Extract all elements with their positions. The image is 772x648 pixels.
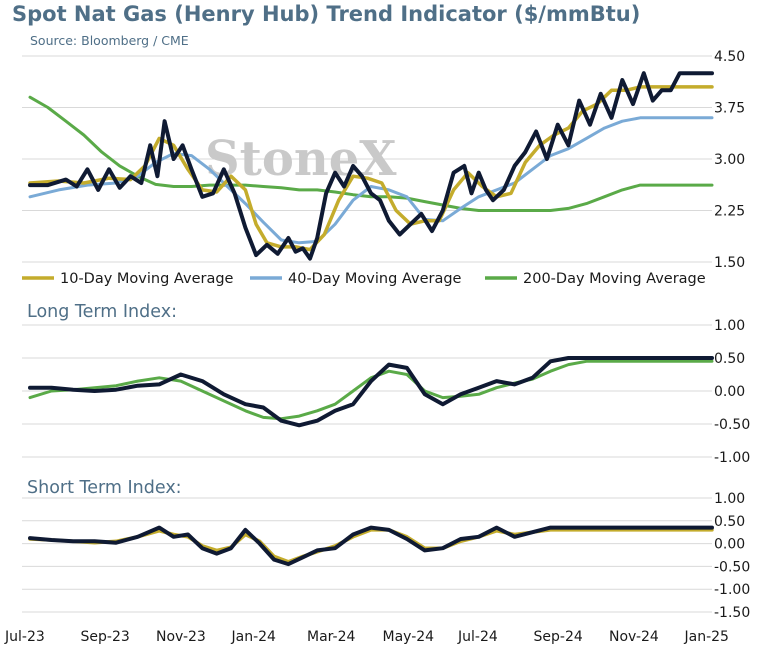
y-tick-label: 0.50 xyxy=(714,514,745,530)
y-tick-label: 3.75 xyxy=(714,101,745,117)
y-tick-label: 4.50 xyxy=(714,49,745,65)
y-tick-label: -1.00 xyxy=(714,450,750,466)
y-tick-label: -0.50 xyxy=(714,417,750,433)
y-tick-label: 1.00 xyxy=(714,491,745,507)
panel-title: Short Term Index: xyxy=(27,478,182,498)
legend: 10-Day Moving Average 40-Day Moving Avera… xyxy=(22,271,706,287)
x-tick-label: Sep-23 xyxy=(81,629,130,645)
grid-layer xyxy=(22,55,712,613)
series-line-short-term-index xyxy=(28,525,714,567)
y-tick-label: 0.00 xyxy=(714,384,745,400)
y-tick-label: -0.50 xyxy=(714,559,750,575)
legend-item-label: 40-Day Moving Average xyxy=(288,271,462,287)
y-tick-label: 0.00 xyxy=(714,537,745,553)
x-tick-label: Nov-23 xyxy=(156,629,206,645)
y-tick-label: 1.50 xyxy=(714,255,745,271)
x-tick-label: Nov-24 xyxy=(609,629,659,645)
legend-item-label: 200-Day Moving Average xyxy=(523,271,706,287)
series-line-short-term-index-smoothed- xyxy=(28,528,714,564)
series-layer xyxy=(28,71,714,567)
axis-layer: 1.50 2.25 3.00 3.75 4.50 1.00 0.50 0.00 -0.50 -1.… xyxy=(27,49,750,621)
series-line-long-term-index-smoothed- xyxy=(28,359,714,421)
y-tick-label: 3.00 xyxy=(714,152,745,168)
chart-source: Source: Bloomberg / CME xyxy=(30,33,189,48)
series-line-long-term-index xyxy=(28,356,714,428)
y-tick-label: -1.50 xyxy=(714,605,750,621)
y-tick-label: 1.00 xyxy=(714,318,745,334)
y-tick-label: 2.25 xyxy=(714,204,745,220)
x-tick-label: Jan-24 xyxy=(231,629,277,645)
series-line-spot-price xyxy=(28,71,714,261)
x-tick-label: Jul-24 xyxy=(457,629,498,645)
x-tick-label: Sep-24 xyxy=(534,629,583,645)
panel-title: Long Term Index: xyxy=(27,302,177,322)
x-axis-ticks: Jul-23 Sep-23 Nov-23 Jan-24 Mar-24 May-24 Jul-… xyxy=(4,629,729,645)
chart-title: Spot Nat Gas (Henry Hub) Trend Indicator… xyxy=(12,2,641,26)
y-tick-label: 0.50 xyxy=(714,351,745,367)
legend-item-label: 10-Day Moving Average xyxy=(60,271,234,287)
x-tick-label: Mar-24 xyxy=(307,629,355,645)
x-tick-label: Jul-23 xyxy=(4,629,45,645)
x-tick-label: Jan-25 xyxy=(684,629,729,645)
x-tick-label: May-24 xyxy=(383,629,435,645)
y-tick-label: -1.00 xyxy=(714,582,750,598)
